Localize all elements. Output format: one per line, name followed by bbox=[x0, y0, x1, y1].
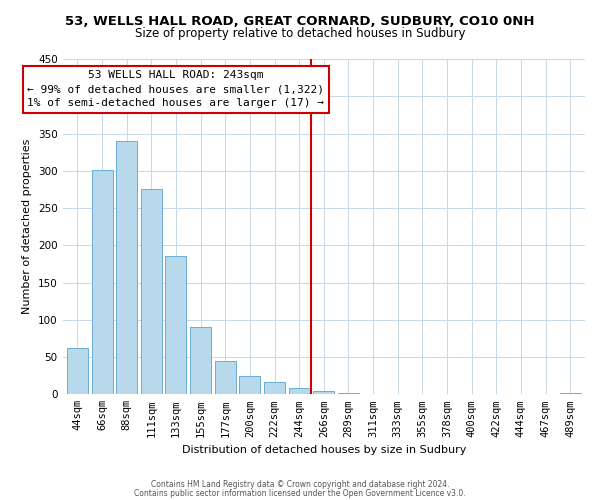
Bar bbox=[116, 141, 137, 395]
Bar bbox=[313, 392, 334, 394]
Bar bbox=[264, 382, 285, 394]
Bar bbox=[67, 348, 88, 395]
Bar bbox=[215, 361, 236, 394]
Text: Contains HM Land Registry data © Crown copyright and database right 2024.: Contains HM Land Registry data © Crown c… bbox=[151, 480, 449, 489]
Bar bbox=[338, 393, 359, 394]
Bar bbox=[560, 393, 581, 394]
X-axis label: Distribution of detached houses by size in Sudbury: Distribution of detached houses by size … bbox=[182, 445, 466, 455]
Bar bbox=[166, 256, 187, 394]
Text: Size of property relative to detached houses in Sudbury: Size of property relative to detached ho… bbox=[135, 28, 465, 40]
Bar bbox=[190, 327, 211, 394]
Bar bbox=[92, 170, 113, 394]
Text: Contains public sector information licensed under the Open Government Licence v3: Contains public sector information licen… bbox=[134, 488, 466, 498]
Y-axis label: Number of detached properties: Number of detached properties bbox=[22, 139, 32, 314]
Text: 53, WELLS HALL ROAD, GREAT CORNARD, SUDBURY, CO10 0NH: 53, WELLS HALL ROAD, GREAT CORNARD, SUDB… bbox=[65, 15, 535, 28]
Text: 53 WELLS HALL ROAD: 243sqm
← 99% of detached houses are smaller (1,322)
1% of se: 53 WELLS HALL ROAD: 243sqm ← 99% of deta… bbox=[28, 70, 325, 108]
Bar bbox=[289, 388, 310, 394]
Bar bbox=[239, 376, 260, 394]
Bar bbox=[141, 190, 162, 394]
